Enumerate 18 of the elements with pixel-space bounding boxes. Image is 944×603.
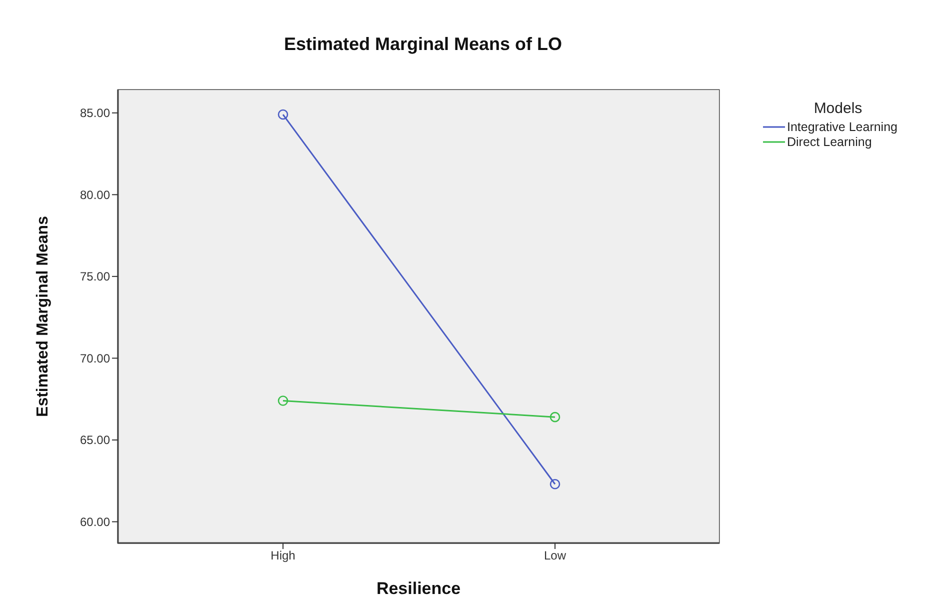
y-tick-label: 80.00	[80, 188, 110, 202]
legend-label: Integrative Learning	[787, 120, 898, 134]
y-tick-label: 65.00	[80, 433, 110, 448]
y-tick-label: 85.00	[80, 106, 110, 120]
y-tick-label: 60.00	[80, 515, 110, 529]
x-axis-title: Resilience	[376, 579, 461, 598]
x-tick-label: High	[270, 548, 296, 563]
y-tick-label: 75.00	[80, 270, 110, 284]
chart-title: Estimated Marginal Means of LO	[282, 34, 564, 55]
legend-title: Models	[812, 100, 864, 117]
y-axis-title: Estimated Marginal Means	[34, 216, 52, 417]
point	[550, 412, 560, 422]
legend-label: Direct Learning	[787, 134, 872, 148]
point	[550, 478, 560, 490]
y-tick-label: 70.00	[80, 351, 110, 366]
x-tick-label: Low	[544, 548, 566, 563]
point	[278, 109, 288, 120]
point	[278, 396, 288, 406]
